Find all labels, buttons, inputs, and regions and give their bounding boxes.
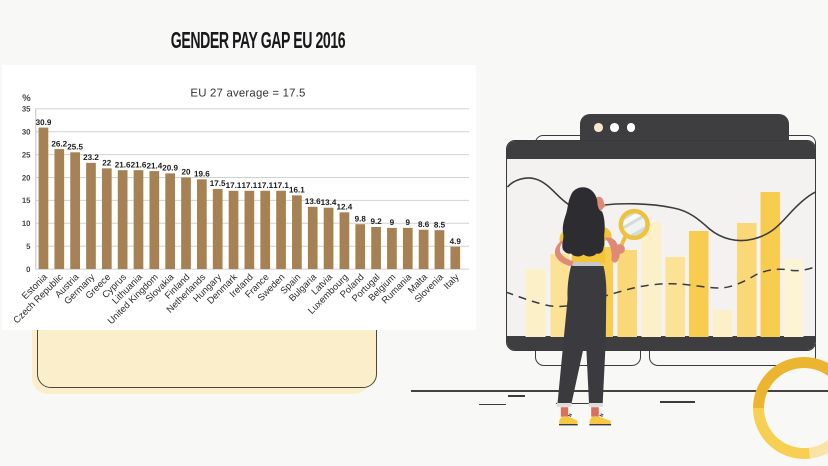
svg-text:9: 9 — [406, 218, 411, 227]
svg-text:21.6: 21.6 — [115, 160, 131, 169]
svg-text:16.1: 16.1 — [289, 185, 305, 194]
svg-text:8.5: 8.5 — [434, 220, 446, 229]
svg-text:23.2: 23.2 — [83, 153, 99, 162]
svg-text:21.6: 21.6 — [131, 160, 147, 169]
svg-text:13.4: 13.4 — [321, 197, 337, 206]
svg-text:5: 5 — [26, 242, 31, 251]
svg-text:8.6: 8.6 — [418, 219, 430, 228]
svg-text:%: % — [22, 92, 31, 103]
svg-text:12.4: 12.4 — [337, 202, 353, 211]
svg-text:20: 20 — [182, 167, 192, 176]
svg-text:9: 9 — [390, 218, 395, 227]
svg-text:17.1: 17.1 — [273, 180, 289, 189]
svg-text:30.9: 30.9 — [36, 117, 52, 126]
svg-text:17.5: 17.5 — [210, 179, 226, 188]
svg-text:Italy: Italy — [441, 271, 461, 291]
svg-text:4.9: 4.9 — [450, 236, 462, 245]
svg-text:0: 0 — [26, 264, 31, 273]
svg-text:13.6: 13.6 — [305, 197, 321, 206]
svg-text:15: 15 — [22, 196, 31, 205]
svg-text:35: 35 — [22, 104, 31, 113]
svg-text:30: 30 — [22, 127, 31, 136]
svg-text:20.9: 20.9 — [162, 163, 178, 172]
svg-text:17.1: 17.1 — [226, 180, 242, 189]
svg-text:26.2: 26.2 — [51, 139, 67, 148]
svg-text:10: 10 — [22, 219, 31, 228]
svg-text:17.1: 17.1 — [241, 180, 257, 189]
svg-text:9.2: 9.2 — [370, 217, 382, 226]
svg-text:20: 20 — [22, 173, 31, 182]
svg-text:25: 25 — [22, 150, 31, 159]
svg-text:17.1: 17.1 — [257, 180, 273, 189]
svg-text:9.8: 9.8 — [355, 214, 367, 223]
svg-text:19.6: 19.6 — [194, 169, 210, 178]
svg-text:EU 27 average = 17.5: EU 27 average = 17.5 — [190, 87, 305, 99]
svg-text:25.5: 25.5 — [67, 142, 83, 151]
svg-text:21.4: 21.4 — [146, 161, 162, 170]
svg-text:22: 22 — [102, 158, 112, 167]
